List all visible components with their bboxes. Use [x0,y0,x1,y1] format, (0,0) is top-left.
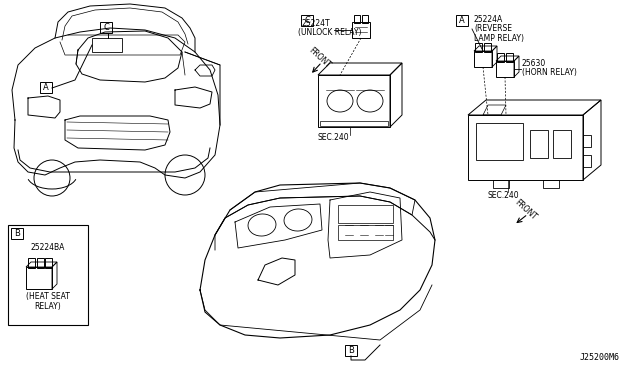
Text: (HEAT SEAT: (HEAT SEAT [26,292,70,301]
Bar [345,345,357,356]
Bar [583,155,591,167]
Bar [553,130,571,158]
Bar [338,225,393,240]
Text: 25630: 25630 [522,58,547,67]
Bar [354,15,360,23]
Bar [45,258,52,268]
Text: C: C [103,23,109,32]
Bar [26,267,52,289]
Text: (HORN RELAY): (HORN RELAY) [522,67,577,77]
Text: SEC.240: SEC.240 [318,132,349,141]
Bar [493,180,509,188]
Bar [320,121,388,126]
Bar [543,180,559,188]
Bar [301,15,313,26]
Bar [92,38,122,52]
Bar [475,43,482,52]
Bar [352,22,370,38]
Text: (REVERSE: (REVERSE [474,25,512,33]
Text: C: C [304,16,310,25]
Bar [8,225,88,325]
Text: 25224T: 25224T [302,19,331,29]
Bar [496,61,514,77]
Bar [40,82,52,93]
Bar [484,43,491,52]
Bar [362,15,368,23]
Text: FRONT: FRONT [307,46,333,70]
Text: 25224BA: 25224BA [31,243,65,251]
Text: RELAY): RELAY) [35,302,61,311]
Text: B: B [348,346,354,355]
Text: LAMP RELAY): LAMP RELAY) [474,33,524,42]
Bar [530,130,548,158]
Bar [506,53,513,62]
Bar [338,205,393,223]
Text: A: A [459,16,465,25]
Text: J25200M6: J25200M6 [580,353,620,362]
Text: B: B [14,229,20,238]
Bar [100,22,112,33]
Text: (UNLOCK RELAY): (UNLOCK RELAY) [298,28,362,36]
Bar [37,258,44,268]
Bar [28,258,35,268]
Bar [11,228,23,239]
Bar [583,135,591,147]
Text: 25224A: 25224A [474,16,503,25]
Text: FRONT: FRONT [513,198,539,222]
Bar [474,51,492,67]
Text: A: A [43,83,49,92]
Bar [456,15,468,26]
Text: SEC.240: SEC.240 [488,190,520,199]
Bar [497,53,504,62]
